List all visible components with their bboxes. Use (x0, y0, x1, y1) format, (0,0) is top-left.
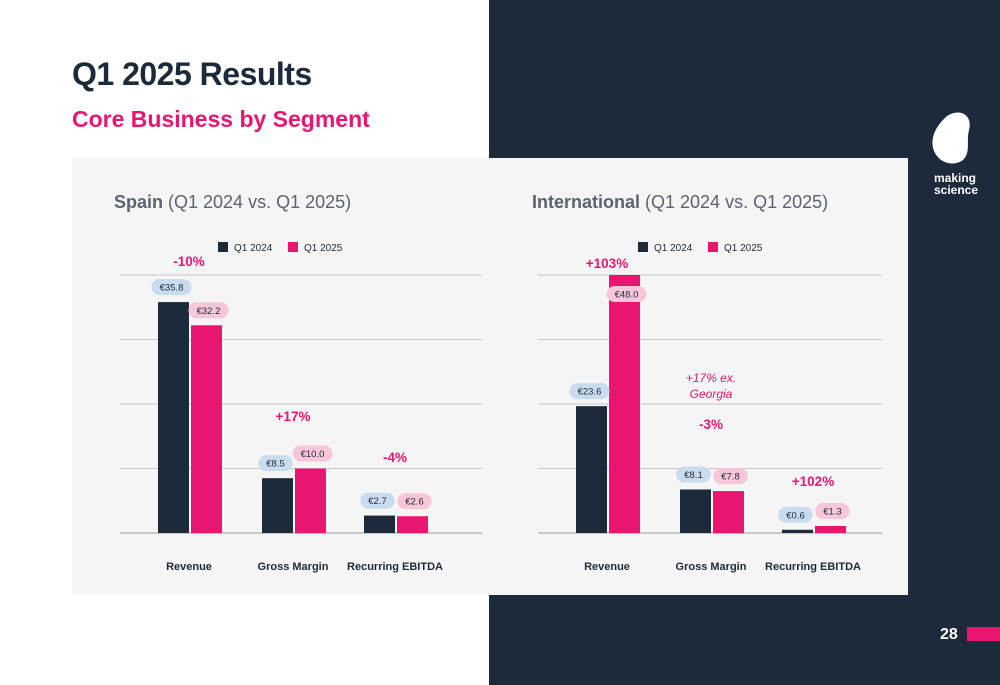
chart-2-value-label-q1-2025-2-bg (713, 468, 748, 485)
chart-1-bar-q1-2024-2 (262, 478, 293, 533)
chart-1-value-label-q1-2025-2-bg (292, 445, 333, 462)
chart-2-value-label-q1-2024-1: €23.6 (578, 387, 602, 398)
chart-1-bar-q1-2024-3 (364, 515, 395, 533)
chart-1-value-label-q1-2024-2: €8.5 (266, 459, 285, 470)
segment-charts: Spain (Q1 2024 vs. Q1 2025) Q1 2024 Q1 202… (114, 192, 882, 573)
logo-text-line2: science (934, 183, 979, 197)
chart-2-bar-q1-2024-3 (782, 529, 813, 533)
chart-2-legend-swatch-q1-2024 (638, 242, 648, 252)
chart-2-annotation-line2: Georgia (690, 387, 733, 401)
chart-2-category-label-3: Recurring EBITDA (765, 561, 861, 573)
chart-2-category-label-1: Revenue (584, 561, 630, 573)
chart-1-value-label-q1-2024-3-bg (360, 492, 395, 509)
chart-2-value-label-q1-2024-2-bg (676, 466, 711, 483)
chart-2-bar-q1-2025-2 (713, 491, 744, 533)
chart-1-change-label-2: +17% (276, 409, 311, 424)
chart-2-value-label-q1-2024-2: €8.1 (684, 470, 703, 481)
chart-2-value-label-q1-2025-3-bg (815, 503, 850, 520)
chart-1-value-label-q1-2024-1-bg (151, 279, 192, 296)
chart-1-change-label-1: -10% (173, 254, 205, 269)
chart-2-value-label-q1-2024-1-bg (569, 383, 610, 400)
logo-text-line1: making (934, 171, 977, 185)
chart-2-value-label-q1-2024-3: €0.6 (786, 510, 805, 521)
chart-2-change-label-3: +102% (792, 474, 834, 489)
chart-1-legend-label-q1-2024: Q1 2024 (234, 243, 273, 254)
chart-2-annotation-line1: +17% ex. (686, 371, 736, 385)
chart-1-value-label-q1-2025-3: €2.6 (405, 497, 424, 508)
chart-2-change-label-1: +103% (586, 256, 628, 271)
chart-2-value-label-q1-2025-3: €1.3 (823, 507, 842, 518)
chart-2-value-label-q1-2025-1-bg (606, 286, 647, 302)
chart-2-title-period: (Q1 2024 vs. Q1 2025) (645, 192, 828, 212)
chart-2-title: International (Q1 2024 vs. Q1 2025) (532, 192, 828, 212)
chart-1-bar-q1-2025-2 (295, 468, 326, 533)
chart-2-change-label-2: -3% (699, 417, 723, 432)
chart-2-value-label-q1-2024-3-bg (778, 506, 813, 523)
chart-1-value-label-q1-2025-3-bg (397, 493, 432, 510)
chart-1-bar-q1-2024-1 (158, 302, 189, 533)
chart-1-bar-q1-2025-1 (191, 325, 222, 533)
chart-1-legend-label-q1-2025: Q1 2025 (304, 243, 343, 254)
chart-1-title: Spain (Q1 2024 vs. Q1 2025) (114, 192, 351, 212)
chart-2-category-label-2: Gross Margin (676, 561, 747, 573)
chart-1-category-label-1: Revenue (166, 561, 212, 573)
chart-1-value-label-q1-2025-2: €10.0 (301, 449, 325, 460)
chart-1-category-label-2: Gross Margin (258, 561, 329, 573)
chart-2-legend-swatch-q1-2025 (708, 242, 718, 252)
chart-1-title-bold: Spain (114, 192, 168, 212)
chart-1-title-period: (Q1 2024 vs. Q1 2025) (168, 192, 351, 212)
page-number: 28 (940, 626, 958, 643)
chart-1-value-label-q1-2024-2-bg (258, 455, 293, 472)
chart-2-value-label-q1-2025-2: €7.8 (721, 472, 740, 483)
chart-1-value-label-q1-2025-1: €32.2 (197, 306, 221, 317)
chart-2-bar-q1-2025-3 (815, 526, 846, 533)
chart-2-legend-label-q1-2025: Q1 2025 (724, 243, 763, 254)
logo-text: making science (934, 172, 978, 196)
chart-1-bar-q1-2025-3 (397, 516, 428, 533)
chart-1-value-label-q1-2024-3: €2.7 (368, 496, 387, 507)
chart-2-bar-q1-2024-1 (576, 406, 607, 533)
chart-2-legend-label-q1-2024: Q1 2024 (654, 243, 693, 254)
chart-2-title-bold: International (532, 192, 645, 212)
page-subtitle: Core Business by Segment (72, 106, 370, 132)
making-science-logo-icon (932, 112, 970, 164)
chart-1-value-label-q1-2025-1-bg (188, 302, 229, 319)
chart-1-legend-swatch-q1-2025 (288, 242, 298, 252)
chart-1-legend-swatch-q1-2024 (218, 242, 228, 252)
chart-1-category-label-3: Recurring EBITDA (347, 561, 443, 573)
page-accent-bar (967, 627, 1000, 641)
chart-2-value-label-q1-2025-1: €48.0 (615, 290, 639, 301)
chart-1-value-label-q1-2024-1: €35.8 (160, 283, 184, 294)
chart-1-change-label-3: -4% (383, 450, 407, 465)
chart-2-bar-q1-2025-1 (609, 275, 640, 533)
chart-2-bar-q1-2024-2 (680, 489, 711, 533)
page-title: Q1 2025 Results (72, 56, 312, 92)
